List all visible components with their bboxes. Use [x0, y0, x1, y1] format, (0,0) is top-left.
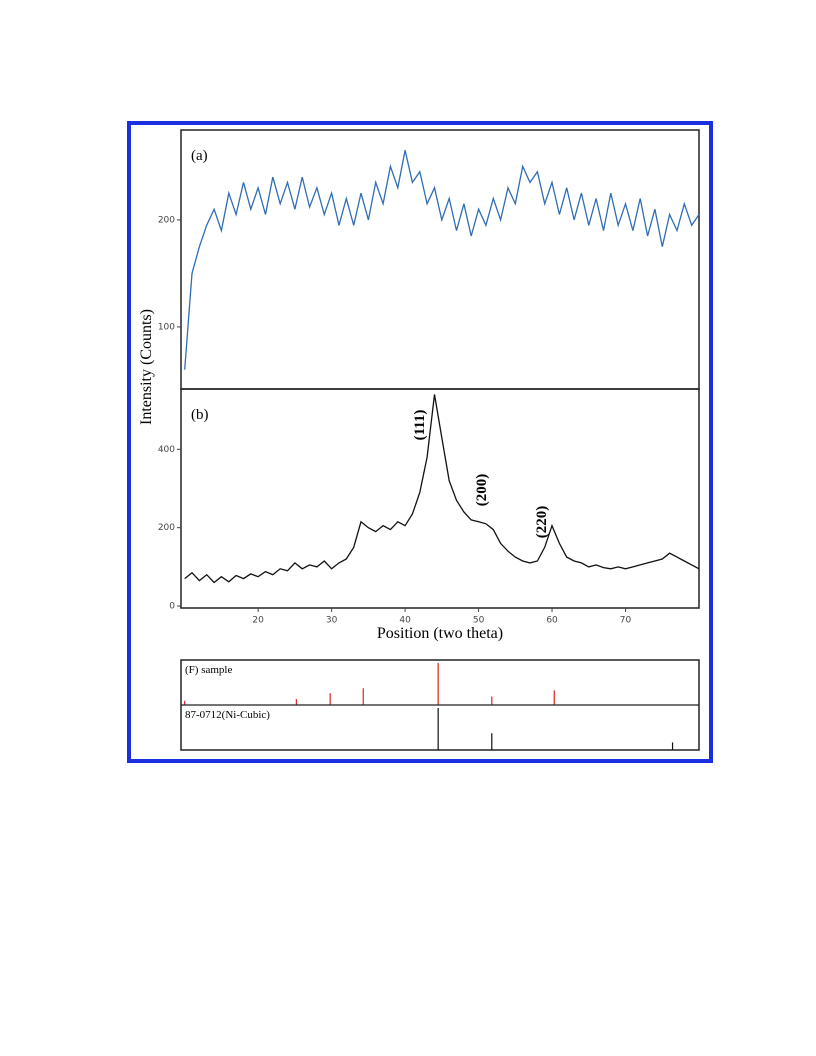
peak-label: (220)	[534, 506, 550, 539]
y-tick-label: 100	[158, 322, 175, 332]
y-tick-label: 400	[158, 445, 175, 455]
data-line	[184, 150, 700, 370]
panel-label: (b)	[191, 407, 209, 423]
y-tick-label: 200	[158, 523, 175, 533]
x-tick-label: 40	[399, 616, 411, 626]
y-axis-label: Intensity (Counts)	[138, 309, 155, 425]
x-tick-label: 20	[252, 616, 264, 626]
x-tick-label: 50	[473, 616, 485, 626]
x-tick-label: 30	[326, 616, 338, 626]
peak-label: (200)	[474, 474, 490, 507]
y-tick-label: 200	[158, 215, 175, 225]
row-label: (F) sample	[185, 664, 232, 676]
row-label: 87-0712(Ni-Cubic)	[185, 709, 270, 721]
x-axis-label: Position (two theta)	[377, 625, 503, 642]
y-tick-label: 0	[169, 602, 175, 612]
x-tick-label: 60	[546, 616, 558, 626]
data-line	[184, 394, 700, 584]
x-tick-label: 70	[620, 616, 632, 626]
plot-area	[180, 388, 700, 609]
frame	[127, 121, 713, 763]
peak-label: (111)	[412, 410, 428, 441]
panel-label: (a)	[191, 148, 208, 164]
